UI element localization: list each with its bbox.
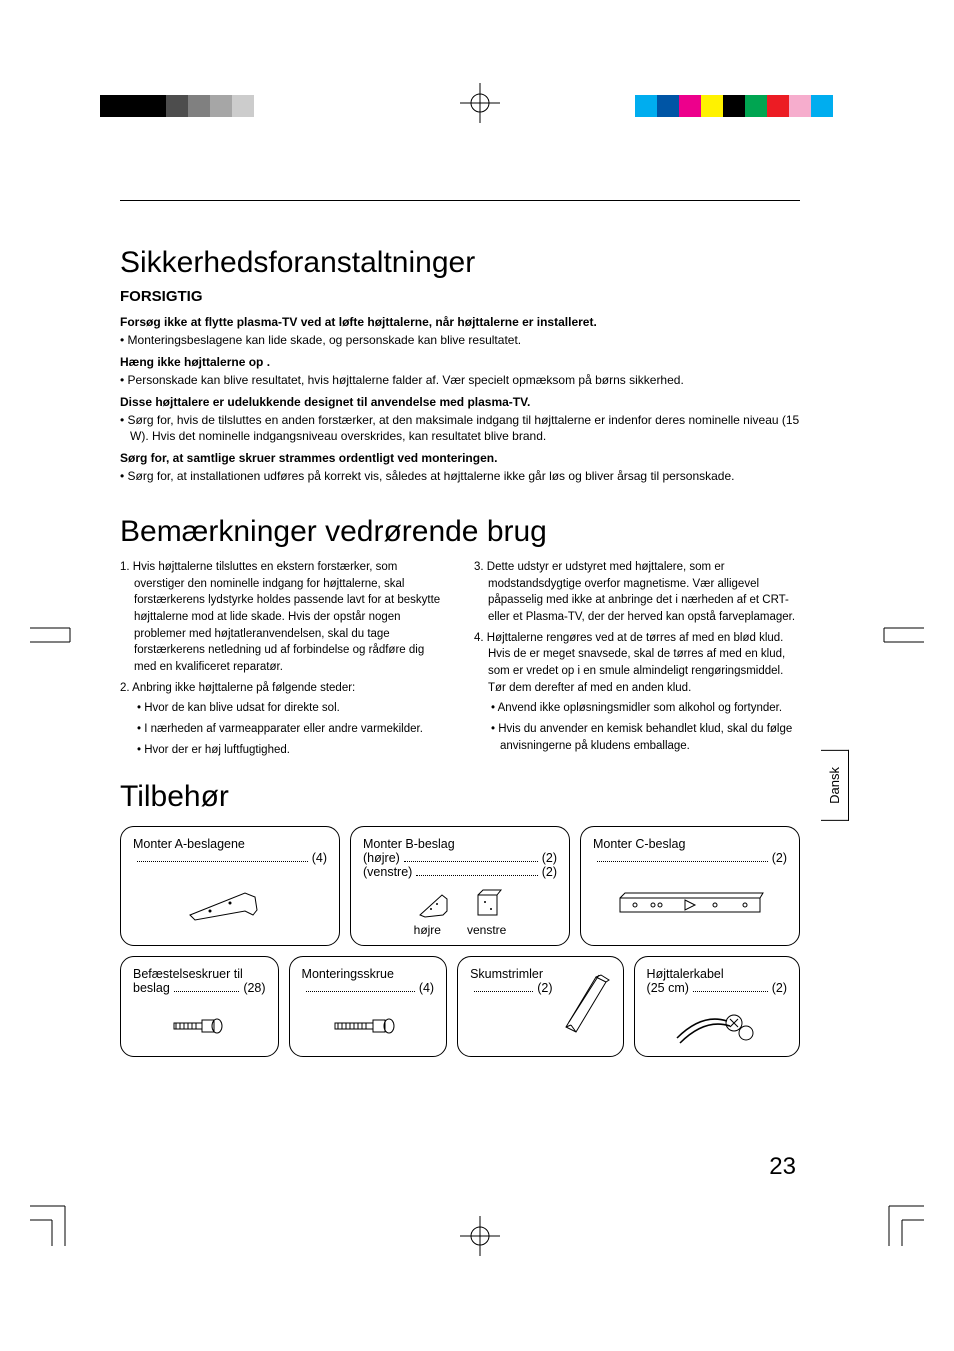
warning-bold-1: Forsøg ikke at flytte plasma-TV ved at l… [120, 315, 800, 329]
screw-icon [133, 1003, 266, 1048]
box-g-label1: Højttalerkabel [647, 967, 724, 981]
section2: Bemærkninger vedrørende brug 1. Hvis høj… [120, 515, 800, 762]
page-content: Sikkerhedsforanstaltninger FORSIGTIG For… [120, 200, 800, 1057]
note-2: 2. Anbring ikke højttalerne på følgende … [120, 680, 446, 697]
accessory-box-e: Monteringsskrue (4) [289, 956, 448, 1057]
note-1: 1. Hvis højttalerne tilsluttes en ekster… [120, 559, 446, 676]
accessory-box-c: Monter C-beslag (2) [580, 826, 800, 946]
box-b-sub-right: højre [414, 923, 441, 937]
box-a-label: Monter A-beslagene [133, 837, 245, 851]
box-c-qty: (2) [772, 851, 787, 865]
crop-mark-icon [874, 610, 924, 660]
speaker-cable-icon [647, 1003, 787, 1048]
note-2c: • Hvor der er høj luftfugtighed. [120, 742, 446, 759]
top-rule [120, 200, 800, 201]
mounting-screw-icon [302, 1003, 435, 1048]
note-4b: • Hvis du anvender en kemisk behandlet k… [474, 721, 800, 754]
box-d-label2: beslag [133, 981, 170, 995]
note-4: 4. Højttalerne rengøres ved at de tørres… [474, 630, 800, 697]
accessory-box-d: Befæstelseskruer til beslag (28) [120, 956, 279, 1057]
box-d-qty: (28) [243, 981, 265, 995]
warning-bold-3: Disse højttalere er udelukkende designet… [120, 395, 800, 409]
box-g-qty: (2) [772, 981, 787, 995]
crosshair-icon [460, 83, 500, 128]
language-tab: Dansk [821, 750, 849, 821]
page-number: 23 [769, 1153, 796, 1181]
accessory-box-a: Monter A-beslagene (4) [120, 826, 340, 946]
warning-bold-2: Hæng ikke højttalerne op . [120, 355, 800, 369]
notes-left-column: 1. Hvis højttalerne tilsluttes en ekster… [120, 559, 446, 762]
box-b-label: Monter B-beslag [363, 837, 455, 851]
box-d-label1: Befæstelseskruer til [133, 967, 243, 981]
warning-line-4: • Sørg for, at installationen udføres på… [120, 468, 800, 485]
caution-heading: FORSIGTIG [120, 288, 800, 305]
accessory-box-f: Skumstrimler (2) [457, 956, 623, 1057]
section3-title: Tilbehør [120, 780, 800, 814]
warning-line-1: • Monteringsbeslagene kan lide skade, og… [120, 332, 800, 349]
bracket-b-icon [363, 887, 557, 919]
warning-line-2: • Personskade kan blive resultatet, hvis… [120, 372, 800, 389]
note-2a: • Hvor de kan blive udsat for direkte so… [120, 700, 446, 717]
note-4a: • Anvend ikke opløsningsmidler som alkoh… [474, 700, 800, 717]
box-f-qty: (2) [537, 981, 552, 995]
crop-mark-icon [30, 610, 80, 660]
section1-title: Sikkerhedsforanstaltninger [120, 246, 800, 280]
warning-bold-4: Sørg for, at samtlige skruer strammes or… [120, 451, 800, 465]
accessory-box-g: Højttalerkabel (25 cm) (2) [634, 956, 800, 1057]
notes-right-column: 3. Dette udstyr er udstyret med højttale… [474, 559, 800, 762]
box-g-label2: (25 cm) [647, 981, 689, 995]
crosshair-icon [460, 1216, 500, 1261]
warning-line-3: • Sørg for, hvis de tilsluttes en anden … [120, 412, 800, 446]
foam-strip-icon [561, 967, 611, 1040]
note-2b: • I nærheden af varmeapparater eller and… [120, 721, 446, 738]
box-a-qty: (4) [312, 851, 327, 865]
box-b-right-qty: (2) [542, 851, 557, 865]
box-f-label: Skumstrimler [470, 967, 543, 981]
section3: Tilbehør Monter A-beslagene (4) [120, 780, 800, 1057]
registration-bottom [0, 1206, 954, 1266]
color-swatches [635, 95, 833, 117]
box-e-qty: (4) [419, 981, 434, 995]
registration-top [0, 95, 954, 135]
box-b-sub-left: venstre [467, 923, 506, 937]
bracket-c-icon [593, 873, 787, 937]
box-b-right-label: (højre) [363, 851, 400, 865]
grayscale-swatches [100, 95, 298, 117]
note-3: 3. Dette udstyr er udstyret med højttale… [474, 559, 800, 626]
accessory-box-b: Monter B-beslag (højre) (2) (venstre) (2… [350, 826, 570, 946]
section2-title: Bemærkninger vedrørende brug [120, 515, 800, 549]
box-e-label: Monteringsskrue [302, 967, 394, 981]
box-b-left-qty: (2) [542, 865, 557, 879]
box-c-label: Monter C-beslag [593, 837, 685, 851]
box-b-left-label: (venstre) [363, 865, 412, 879]
bracket-a-icon [133, 873, 327, 937]
